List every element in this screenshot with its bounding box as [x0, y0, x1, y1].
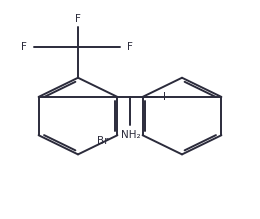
Text: F: F — [75, 14, 81, 24]
Text: F: F — [21, 42, 27, 52]
Text: I: I — [163, 92, 166, 102]
Text: F: F — [127, 42, 132, 52]
Text: Br: Br — [97, 136, 109, 146]
Text: NH₂: NH₂ — [121, 130, 141, 140]
